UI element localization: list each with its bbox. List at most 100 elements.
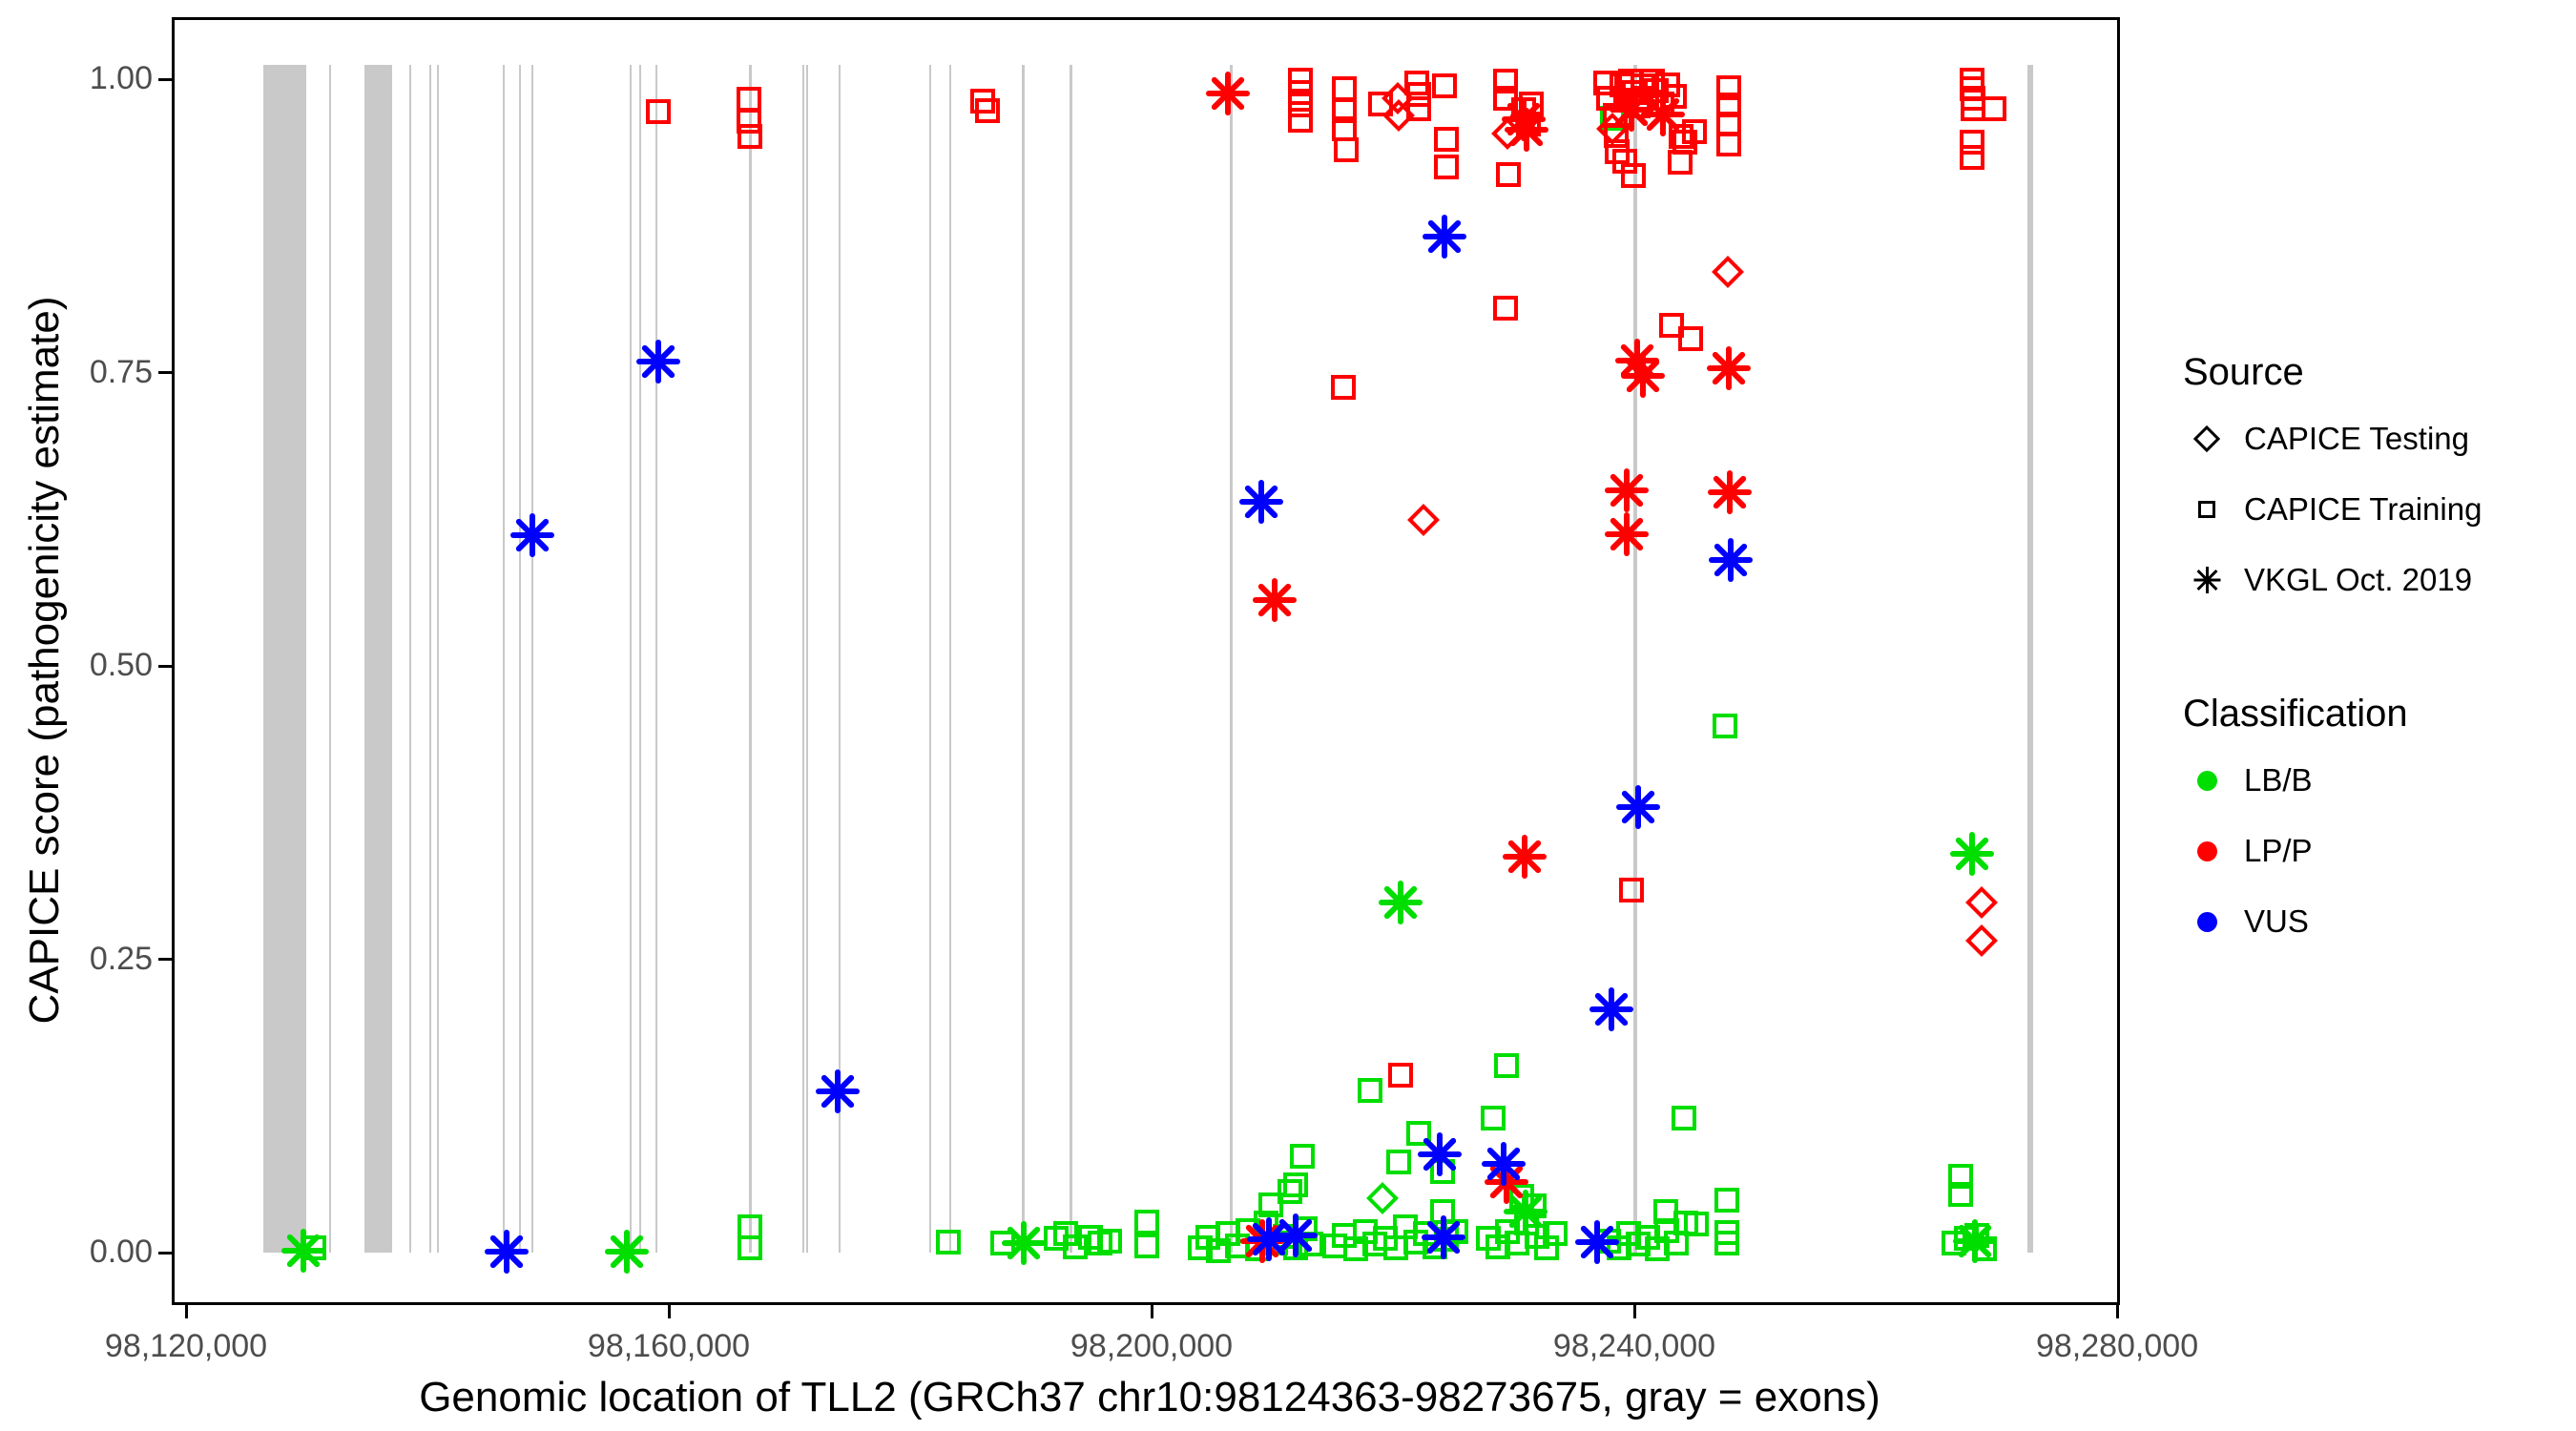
y-axis-tick-label: 0.50 [89,647,153,683]
exon-band [531,65,534,1253]
x-axis-tick [1632,1305,1636,1318]
x-axis-tick [667,1305,671,1318]
y-axis-tick-label: 0.00 [89,1234,153,1270]
x-axis-tick-label: 98,280,000 [2035,1328,2199,1364]
data-point [1715,74,1741,100]
data-point [1405,81,1431,107]
data-point [1433,155,1459,180]
data-point [1405,95,1431,121]
exon-band [2026,65,2033,1253]
data-point [1683,1212,1709,1237]
data-point [1096,1228,1122,1254]
data-point [816,1069,861,1114]
data-point [1707,469,1752,514]
data-point [1133,1233,1159,1258]
data-point [1492,69,1518,94]
data-point [1574,1219,1619,1264]
legend-classification: Classification LB/B LP/P VUS [2183,693,2565,972]
exon-band [1069,65,1073,1253]
data-point [736,86,761,112]
square-icon [2183,501,2231,518]
data-point [1533,1235,1559,1261]
data-point [1669,124,1694,150]
x-axis-tick [2115,1305,2119,1318]
exon-band [436,65,439,1253]
data-point [1709,538,1754,583]
data-point [1432,73,1458,99]
data-point [1423,214,1467,259]
x-axis-tick-label: 98,160,000 [587,1328,751,1364]
data-point [1952,1218,1997,1263]
data-point [1386,1150,1412,1175]
data-point [1505,107,1549,152]
data-point [1258,1192,1284,1217]
data-point [1682,119,1708,145]
exon-band [838,65,841,1253]
exon-band [639,65,642,1253]
y-axis-tick [158,958,172,961]
legend-item-vus: VUS [2183,902,2565,942]
data-point [1333,136,1359,162]
data-point [1982,95,2006,121]
data-point [1422,1215,1466,1259]
data-point [1418,1131,1463,1176]
data-point [1502,835,1547,880]
data-point [1641,92,1686,136]
data-point [1605,512,1650,557]
green-dot-icon [2183,770,2231,791]
asterisk-icon [2183,567,2231,593]
x-axis-tick-label: 98,120,000 [104,1328,268,1364]
data-point [1712,713,1737,738]
exon-band [262,65,307,1253]
data-point [645,99,671,125]
data-point [1947,1164,1973,1190]
legend-source: Source CAPICE Testing CAPICE Training VK… [2183,351,2565,631]
exon-band [1632,65,1637,1253]
data-point [635,340,680,384]
data-point [1659,313,1685,339]
y-axis-tick [158,77,172,81]
data-point [1496,161,1522,187]
exon-band [1022,65,1026,1253]
legend-classification-title: Classification [2183,693,2408,735]
data-point [1205,71,1250,115]
data-point [736,109,761,135]
x-axis-tick [184,1305,188,1318]
data-point [1960,145,1985,171]
data-point [974,98,1000,124]
data-point [1331,375,1357,401]
exon-band [929,65,932,1253]
data-point [1278,1179,1303,1205]
y-axis-tick [158,371,172,374]
data-point [510,513,555,558]
data-point [1433,126,1459,152]
exon-band [749,65,753,1253]
legend-item-capice-training: CAPICE Training [2183,489,2565,529]
data-point [1282,1172,1308,1197]
data-point [1133,1210,1159,1235]
data-point [1619,877,1645,902]
data-point [1620,162,1646,188]
legend-item-label: CAPICE Testing [2244,421,2469,456]
data-point [1610,87,1654,132]
exon-band [409,65,412,1253]
legend-item-label: VKGL Oct. 2019 [2244,562,2473,597]
data-point [1592,70,1618,95]
data-point [1542,1221,1568,1247]
data-point [1378,881,1423,925]
data-point [1714,1231,1740,1256]
exon-band [429,65,432,1253]
exon-band [805,65,808,1253]
blue-dot-icon [2183,911,2231,932]
exon-band [949,65,952,1253]
data-point [1368,91,1394,116]
y-axis-tick-label: 1.00 [89,60,153,96]
data-point [1290,1144,1316,1170]
y-axis-title: CAPICE score (pathogenicity estimate) [21,296,68,1025]
data-point [485,1229,530,1274]
data-point [1287,93,1313,118]
data-point [1611,149,1637,175]
data-point [1615,784,1660,829]
data-point [1947,1181,1973,1207]
